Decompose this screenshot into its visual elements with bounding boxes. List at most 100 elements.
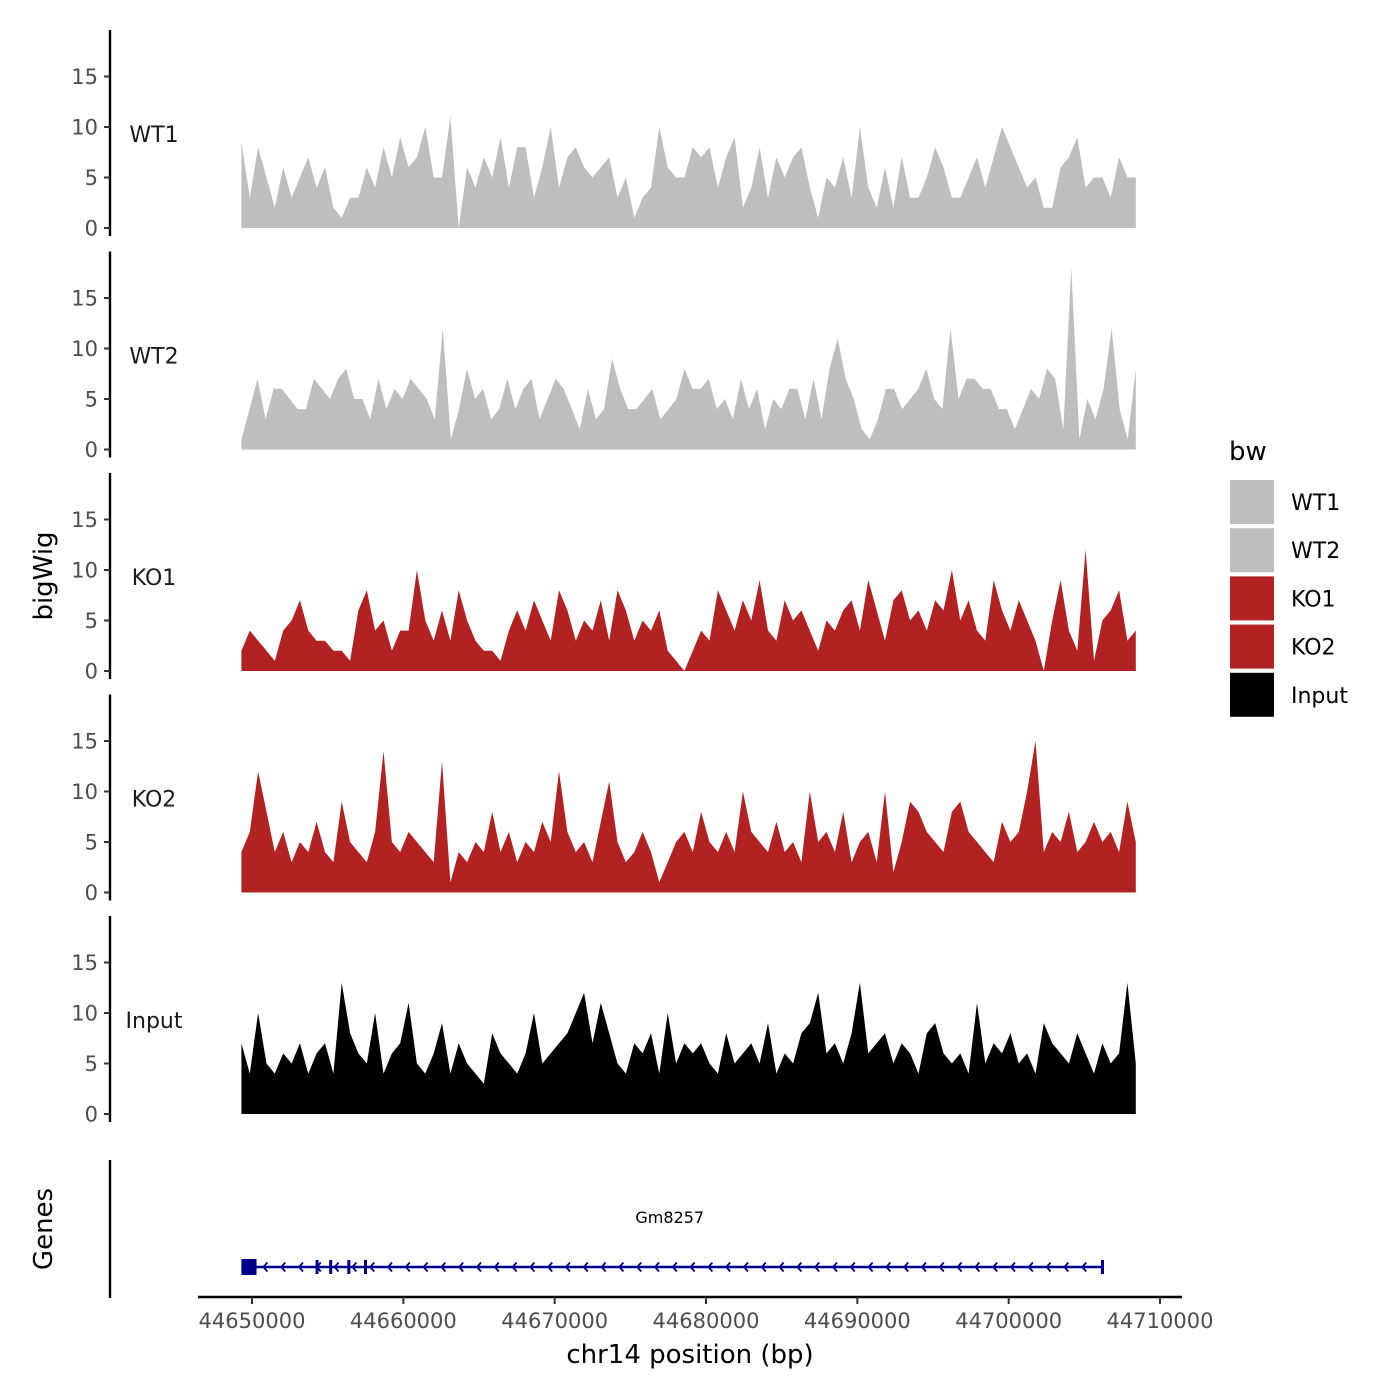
track-wt2: 0 5 10 15 WT2: [71, 251, 1136, 462]
strand-arrow: [885, 1261, 892, 1273]
y-tick-label: 5: [85, 388, 98, 412]
track-input: 0 5 10 15 Input: [71, 916, 1136, 1127]
y-tick-label: 15: [71, 287, 98, 311]
y-tick-label: 10: [71, 559, 98, 583]
strand-arrow: [867, 1261, 874, 1273]
exon: [363, 1260, 367, 1274]
strand-arrow: [760, 1261, 767, 1273]
legend-item-wt1: WT1: [1230, 480, 1340, 524]
strand-arrow: [831, 1261, 838, 1273]
track-ko2: 0 5 10 15 KO2: [71, 694, 1136, 905]
strand-arrow: [653, 1261, 660, 1273]
strand-arrow: [475, 1261, 482, 1273]
x-tick-label: 44650000: [199, 1309, 306, 1333]
legend-swatch: [1230, 528, 1274, 573]
track-label: Input: [126, 1009, 183, 1034]
track-label: WT2: [129, 345, 178, 370]
gene-track-title: Genes: [29, 1188, 59, 1270]
legend-title: bw: [1229, 437, 1267, 467]
strand-arrow: [369, 1261, 375, 1273]
y-tick-label: 0: [85, 1103, 98, 1127]
y-tick-label: 15: [71, 65, 98, 89]
strand-arrow: [707, 1261, 714, 1273]
legend-swatch: [1230, 576, 1274, 621]
track-label: WT1: [129, 123, 178, 148]
legend-label: KO1: [1291, 587, 1336, 612]
strand-arrow: [600, 1261, 607, 1273]
legend-item-input: Input: [1230, 672, 1348, 717]
strand-arrow: [404, 1261, 411, 1273]
strand-arrow: [262, 1261, 269, 1273]
strand-arrow: [778, 1261, 785, 1273]
strand-arrow: [1027, 1261, 1034, 1273]
y-axis-title: bigWig: [29, 531, 59, 620]
track-label: KO1: [132, 566, 177, 591]
y-tick-label: 10: [71, 1002, 98, 1026]
strand-arrow: [1045, 1261, 1052, 1273]
strand-arrow: [529, 1261, 536, 1273]
area-input: [241, 982, 1136, 1114]
x-tick-label: 44700000: [955, 1309, 1062, 1333]
y-tick-label: 0: [85, 438, 98, 462]
y-tick-label: 5: [85, 1052, 98, 1076]
y-tick-label: 10: [71, 116, 98, 140]
x-tick-label: 44680000: [653, 1309, 760, 1333]
legend-item-ko2: KO2: [1230, 624, 1336, 669]
gene-name: Gm8257: [635, 1208, 704, 1227]
strand-arrow: [280, 1261, 286, 1273]
gene-gm8257: Gm8257: [241, 1208, 1105, 1275]
strand-arrow: [386, 1261, 393, 1273]
exon: [315, 1260, 319, 1274]
y-tick-label: 10: [71, 337, 98, 361]
strand-arrow: [956, 1261, 963, 1273]
legend-label: WT2: [1291, 539, 1340, 564]
area-ko2: [241, 741, 1136, 893]
strand-arrow: [458, 1261, 464, 1273]
y-tick-label: 0: [85, 660, 98, 684]
legend-label: Input: [1291, 684, 1348, 709]
strand-arrow: [440, 1261, 447, 1273]
strand-arrow: [564, 1261, 571, 1273]
exon: [329, 1260, 333, 1274]
strand-arrow: [547, 1261, 553, 1273]
y-tick-label: 0: [85, 217, 98, 241]
y-tick-label: 5: [85, 166, 98, 190]
y-tick-label: 0: [85, 881, 98, 905]
legend-swatch: [1230, 672, 1274, 717]
exon: [241, 1259, 257, 1275]
strand-arrow: [351, 1261, 358, 1273]
legend: bw WT1 WT2 KO1 KO2 Input: [1229, 437, 1348, 717]
strand-arrow: [582, 1261, 589, 1273]
y-tick-label: 15: [71, 951, 98, 975]
x-tick-label: 44670000: [501, 1309, 608, 1333]
gene-track: Gm8257: [108, 1160, 1105, 1298]
strand-arrow: [796, 1261, 803, 1273]
strand-arrow: [938, 1261, 945, 1273]
x-axis: 44650000 44660000 44670000 44680000 44690000…: [198, 1295, 1214, 1333]
legend-swatch: [1230, 624, 1274, 669]
legend-label: WT1: [1291, 491, 1340, 516]
track-ko1: 0 5 10 15 KO1: [71, 473, 1136, 684]
strand-arrow: [511, 1261, 518, 1273]
x-tick-label: 44690000: [804, 1309, 911, 1333]
track-label: KO2: [132, 788, 177, 813]
area-ko1: [241, 549, 1136, 671]
legend-swatch: [1230, 480, 1274, 524]
y-tick-label: 15: [71, 730, 98, 754]
strand-arrow: [333, 1261, 340, 1273]
strand-arrow: [422, 1261, 429, 1273]
x-axis-title: chr14 position (bp): [566, 1340, 813, 1370]
strand-arrow: [1081, 1261, 1087, 1273]
x-tick-label: 44710000: [1107, 1309, 1214, 1333]
x-tick-label: 44660000: [350, 1309, 457, 1333]
strand-arrow: [493, 1261, 500, 1273]
strand-arrow: [636, 1261, 642, 1273]
strand-arrow: [903, 1261, 909, 1273]
strand-arrow: [297, 1261, 304, 1273]
strand-arrow: [725, 1261, 731, 1273]
y-tick-label: 5: [85, 831, 98, 855]
strand-arrow: [689, 1261, 696, 1273]
strand-arrow: [814, 1261, 820, 1273]
